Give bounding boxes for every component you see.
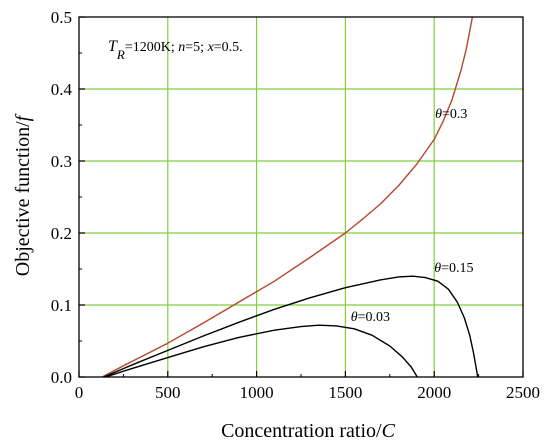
y-tick-label: 0.1 [51, 296, 72, 315]
x-tick-label: 0 [75, 383, 84, 402]
y-tick-label: 0.4 [51, 80, 73, 99]
annotation-n-value: =5; [185, 40, 207, 55]
y-tick-label: 0.2 [51, 224, 72, 243]
annotation-t-symbol: T [108, 38, 118, 55]
plot-frame [78, 16, 524, 378]
y-axis-title-main: Objective function/ [12, 121, 34, 276]
x-tick-label: 1500 [328, 383, 362, 402]
series-label-3: θ=0.03 [351, 310, 390, 325]
y-tick-label: 0.3 [51, 152, 72, 171]
x-axis-title: Concentration ratio/C [221, 420, 396, 442]
x-axis-title-main: Concentration ratio/ [221, 420, 382, 442]
y-axis-title-var: f [12, 113, 34, 121]
condition-annotation: TR=1200K; n=5; x=0.5. [108, 38, 243, 62]
series-line-3 [105, 324, 418, 378]
x-tick-label: 1000 [240, 383, 274, 402]
series-label-symbol: θ [435, 107, 442, 122]
series-label-1: θ=0.3 [435, 107, 467, 122]
series-line-2 [103, 275, 479, 378]
series-label-symbol: θ [434, 261, 441, 276]
series-label-2: θ=0.15 [434, 261, 473, 276]
series-line-1 [101, 16, 474, 378]
series-label-value: =0.15 [441, 261, 473, 276]
axis-ticks: 0 500 1000 1500 2000 2500 0.0 0.1 0.2 0.3 0.4 0.5 [51, 8, 540, 402]
series-label-symbol: θ [351, 310, 358, 325]
series-label-value: =0.3 [442, 107, 467, 122]
annotation-x-value: =0.5. [214, 40, 243, 55]
y-axis-title: Objective function/f [12, 113, 34, 276]
chart-grid [79, 17, 523, 377]
annotation-tr-value: =1200K; [125, 40, 178, 55]
x-axis-title-var: C [382, 420, 396, 442]
y-tick-label: 0.5 [51, 8, 72, 27]
y-tick-label: 0.0 [51, 368, 72, 387]
annotation-n-symbol: n [178, 40, 185, 55]
annotation-r-subscript: R [116, 47, 125, 62]
x-tick-label: 500 [155, 383, 181, 402]
x-tick-label: 2000 [417, 383, 451, 402]
x-tick-label: 2500 [506, 383, 540, 402]
series-label-value: =0.03 [358, 310, 390, 325]
annotation-x-symbol: x [207, 40, 215, 55]
chart-series: θ=0.3θ=0.15θ=0.03 [101, 16, 479, 378]
